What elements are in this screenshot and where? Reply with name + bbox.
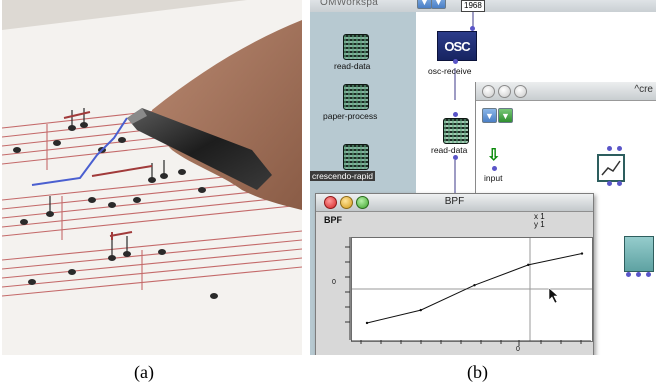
teal-object-box[interactable] [624, 236, 654, 272]
value-box[interactable]: 1968 [461, 0, 485, 12]
outlet-port[interactable] [453, 155, 458, 160]
inlet-port[interactable] [617, 146, 622, 151]
cursor-readout: x 1 y 1 [534, 213, 545, 229]
y-axis-label: 0 [332, 279, 336, 286]
x-readout: x 1 [534, 212, 545, 221]
crescendo-patch-window: ^cre ▼ ▼ ⇩ input [475, 82, 656, 355]
down-arrow-icon[interactable]: ▼ [498, 108, 513, 123]
workspace-icon-label-selected: crescendo-rapid [310, 171, 375, 181]
close-icon[interactable] [482, 85, 495, 98]
bpf-editor-box[interactable] [597, 154, 625, 182]
note-stems [49, 108, 165, 258]
bpf-window-titlebar[interactable] [316, 194, 593, 212]
mouse-cursor-icon [548, 287, 559, 304]
osc-receive-box[interactable]: OSC [437, 31, 477, 61]
outlet-port[interactable] [626, 272, 631, 277]
bpf-point[interactable] [419, 308, 422, 312]
hand [152, 20, 302, 210]
bpf-plot[interactable] [351, 237, 593, 342]
outlet-port[interactable] [636, 272, 641, 277]
input-label: input [484, 173, 503, 183]
read-data-box[interactable] [443, 118, 469, 144]
osc-icon-text: OSC [444, 38, 470, 54]
workspace-title: OMWorkspa [320, 0, 379, 8]
openmusic-panel: OMWorkspa read-data paper-process cresce… [310, 0, 656, 355]
crescendo-rapid-patch-icon[interactable] [343, 144, 369, 170]
down-arrow-icon[interactable]: ▼ [482, 108, 497, 123]
patch-window-title: ^cre [634, 84, 653, 95]
zoom-icon[interactable] [356, 196, 369, 209]
red-beams [63, 111, 153, 240]
outlet-port[interactable] [492, 166, 497, 171]
bpf-line[interactable] [366, 253, 583, 324]
photo-panel [2, 0, 302, 355]
read-data-patch-icon[interactable] [343, 34, 369, 60]
bpf-point[interactable] [365, 321, 369, 325]
y-readout: y 1 [534, 220, 545, 229]
inlet-port[interactable] [607, 146, 612, 151]
outlet-port[interactable] [453, 59, 458, 64]
x-axis-label: 0 [516, 346, 520, 353]
bpf-point[interactable] [580, 252, 584, 255]
bpf-point[interactable] [527, 263, 530, 267]
minimize-icon[interactable] [498, 85, 511, 98]
zoom-icon[interactable] [514, 85, 527, 98]
x-ruler: 0 [351, 339, 591, 355]
bpf-object-name: BPF [324, 215, 342, 225]
workspace-icon-label: paper-process [323, 111, 378, 121]
osc-receive-label: osc-receive [428, 66, 472, 76]
pen-stroke [31, 117, 128, 186]
minimize-icon[interactable] [340, 196, 353, 209]
input-arrow-icon[interactable]: ⇩ [487, 147, 501, 164]
outlet-port[interactable] [617, 181, 622, 186]
outlet-port[interactable] [607, 181, 612, 186]
caption-b: (b) [467, 362, 488, 382]
y-ruler: 0 [321, 237, 351, 340]
workspace-icon-label: read-data [334, 61, 371, 71]
score-photo [2, 0, 302, 355]
close-icon[interactable] [324, 196, 337, 209]
bpf-window-title: BPF [444, 196, 465, 207]
outlet-port[interactable] [646, 272, 651, 277]
read-data-label: read-data [431, 145, 468, 155]
bpf-chart[interactable] [352, 238, 592, 341]
graph-icon [601, 160, 621, 176]
digital-pen [127, 108, 272, 190]
bpf-point[interactable] [473, 284, 476, 287]
caption-a: (a) [134, 362, 154, 382]
paper-process-patch-icon[interactable] [343, 84, 369, 110]
inlet-port[interactable] [470, 26, 475, 31]
down-arrow-icon[interactable]: ▼ [431, 0, 446, 9]
inlet-port[interactable] [453, 112, 458, 117]
bpf-window: BPF BPF x 1 y 1 0 [315, 193, 594, 355]
